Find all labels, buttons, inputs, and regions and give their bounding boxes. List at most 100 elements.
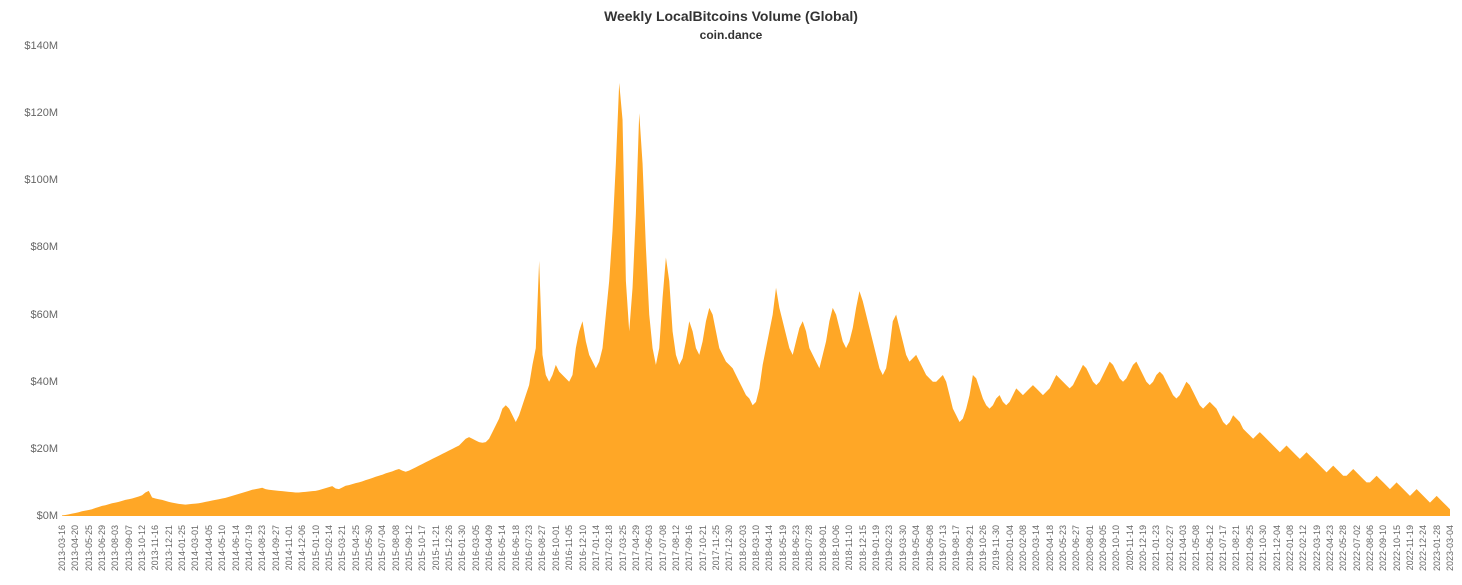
x-tick-label: 2018-11-10 — [844, 525, 854, 570]
x-tick-label: 2022-10-15 — [1392, 525, 1402, 571]
x-tick-label: 2016-07-23 — [524, 525, 534, 571]
x-tick-label: 2016-12-10 — [578, 525, 588, 571]
x-tick-label: 2017-03-25 — [618, 525, 628, 571]
x-tick-label: 2017-10-21 — [698, 525, 708, 571]
x-tick-label: 2015-01-10 — [311, 525, 321, 571]
x-tick-label: 2013-04-20 — [70, 525, 80, 571]
x-tick-label: 2014-07-19 — [244, 525, 254, 571]
y-tick-label: $20M — [0, 443, 62, 455]
x-tick-label: 2020-09-05 — [1098, 525, 1108, 571]
y-tick-label: $40M — [0, 376, 62, 388]
x-tick-label: 2022-08-06 — [1365, 525, 1375, 571]
x-tick-label: 2020-10-10 — [1111, 525, 1121, 571]
x-tick-label: 2019-01-19 — [871, 525, 881, 571]
x-tick-label: 2021-05-08 — [1191, 525, 1201, 571]
x-tick-label: 2019-08-17 — [951, 525, 961, 571]
x-tick-label: 2022-09-10 — [1378, 525, 1388, 571]
x-tick-label: 2019-02-23 — [884, 525, 894, 571]
x-tick-label: 2020-03-14 — [1031, 525, 1041, 571]
x-tick-label: 2017-01-14 — [591, 525, 601, 571]
x-tick-label: 2017-08-12 — [671, 525, 681, 571]
x-tick-label: 2016-05-14 — [497, 525, 507, 571]
x-tick-label: 2017-07-08 — [658, 525, 668, 571]
x-tick-label: 2020-01-04 — [1005, 525, 1015, 571]
x-tick-label: 2015-11-21 — [431, 525, 441, 570]
x-tick-label: 2022-05-28 — [1338, 525, 1348, 571]
x-tick-label: 2019-06-08 — [925, 525, 935, 571]
x-tick-label: 2021-12-04 — [1272, 525, 1282, 571]
x-tick-label: 2016-08-27 — [537, 525, 547, 571]
y-tick-label: $100M — [0, 174, 62, 186]
x-tick-label: 2013-11-16 — [150, 525, 160, 570]
x-tick-label: 2021-10-30 — [1258, 525, 1268, 571]
x-tick-label: 2014-04-05 — [204, 525, 214, 571]
x-tick-label: 2022-12-24 — [1418, 525, 1428, 571]
x-tick-label: 2017-06-03 — [644, 525, 654, 571]
x-tick-label: 2013-05-25 — [84, 525, 94, 571]
x-tick-label: 2020-06-27 — [1071, 525, 1081, 571]
x-tick-label: 2015-04-25 — [351, 525, 361, 571]
chart-subtitle: coin.dance — [0, 28, 1462, 42]
x-tick-label: 2015-05-30 — [364, 525, 374, 571]
x-tick-label: 2017-11-25 — [711, 525, 721, 570]
x-tick-label: 2016-10-01 — [551, 525, 561, 571]
x-tick-label: 2020-08-01 — [1085, 525, 1095, 571]
x-tick-label: 2023-01-28 — [1432, 525, 1442, 571]
area-fill — [62, 46, 1450, 516]
x-tick-label: 2013-03-16 — [57, 525, 67, 571]
x-tick-label: 2013-12-21 — [164, 525, 174, 571]
x-tick-label: 2014-11-01 — [284, 525, 294, 570]
x-tick-label: 2020-11-14 — [1125, 525, 1135, 570]
x-tick-label: 2022-02-12 — [1298, 525, 1308, 571]
x-tick-label: 2021-04-03 — [1178, 525, 1188, 571]
x-tick-label: 2018-02-03 — [738, 525, 748, 571]
y-tick-label: $0M — [0, 510, 62, 522]
x-tick-label: 2020-12-19 — [1138, 525, 1148, 571]
x-tick-label: 2019-07-13 — [938, 525, 948, 571]
x-tick-label: 2013-06-29 — [97, 525, 107, 571]
chart-title: Weekly LocalBitcoins Volume (Global) — [0, 8, 1462, 24]
x-tick-label: 2019-11-30 — [991, 525, 1001, 570]
x-tick-label: 2022-11-19 — [1405, 525, 1415, 570]
volume-chart: Weekly LocalBitcoins Volume (Global) coi… — [0, 0, 1462, 585]
x-tick-label: 2016-03-05 — [471, 525, 481, 571]
x-tick-label: 2021-09-25 — [1245, 525, 1255, 571]
x-tick-label: 2022-07-02 — [1352, 525, 1362, 571]
x-tick-label: 2018-05-19 — [778, 525, 788, 571]
x-tick-label: 2017-12-30 — [724, 525, 734, 571]
x-tick-label: 2015-10-17 — [417, 525, 427, 571]
x-tick-label: 2018-12-15 — [858, 525, 868, 571]
x-tick-label: 2019-09-21 — [965, 525, 975, 571]
x-tick-label: 2013-10-12 — [137, 525, 147, 571]
x-tick-label: 2016-11-05 — [564, 525, 574, 570]
x-tick-label: 2014-03-01 — [190, 525, 200, 571]
x-tick-label: 2022-04-23 — [1325, 525, 1335, 571]
x-tick-label: 2020-05-23 — [1058, 525, 1068, 571]
x-tick-label: 2015-07-04 — [377, 525, 387, 571]
y-axis-labels: $0M$20M$40M$60M$80M$100M$120M$140M — [0, 46, 62, 516]
x-tick-label: 2014-12-06 — [297, 525, 307, 571]
x-tick-label: 2013-09-07 — [124, 525, 134, 571]
x-tick-label: 2018-10-06 — [831, 525, 841, 571]
x-tick-label: 2018-03-10 — [751, 525, 761, 571]
x-tick-label: 2016-01-30 — [457, 525, 467, 571]
x-tick-label: 2015-12-26 — [444, 525, 454, 571]
x-tick-label: 2023-03-04 — [1445, 525, 1455, 571]
x-tick-label: 2020-04-18 — [1045, 525, 1055, 571]
y-tick-label: $80M — [0, 241, 62, 253]
x-tick-label: 2018-04-14 — [764, 525, 774, 571]
x-tick-label: 2015-02-14 — [324, 525, 334, 571]
x-tick-label: 2014-05-10 — [217, 525, 227, 571]
x-tick-label: 2017-04-29 — [631, 525, 641, 571]
x-tick-label: 2018-07-28 — [804, 525, 814, 571]
x-tick-label: 2021-06-12 — [1205, 525, 1215, 571]
x-tick-label: 2013-08-03 — [110, 525, 120, 571]
x-tick-label: 2022-03-19 — [1312, 525, 1322, 571]
x-tick-label: 2017-02-18 — [604, 525, 614, 571]
y-tick-label: $60M — [0, 309, 62, 321]
x-tick-label: 2014-08-23 — [257, 525, 267, 571]
x-tick-label: 2014-09-27 — [271, 525, 281, 571]
x-tick-label: 2018-06-23 — [791, 525, 801, 571]
x-tick-label: 2021-02-27 — [1165, 525, 1175, 571]
x-tick-label: 2015-03-21 — [337, 525, 347, 571]
